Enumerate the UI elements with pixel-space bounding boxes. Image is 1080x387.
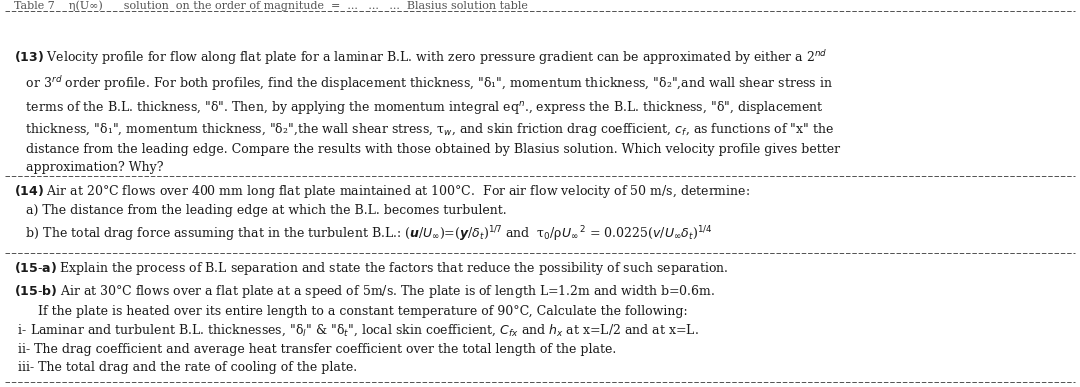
Text: $\mathbf{(15\text{-}a)}$ Explain the process of B.L separation and state the fac: $\mathbf{(15\text{-}a)}$ Explain the pro… [14, 260, 728, 374]
Text: Table 7    η(U∞)      solution  on the order of magnitude  =  ...   ...   ...  B: Table 7 η(U∞) solution on the order of m… [14, 1, 528, 11]
Text: $\mathbf{(14)}$ Air at 20°C flows over 400 mm long flat plate maintained at 100°: $\mathbf{(14)}$ Air at 20°C flows over 4… [14, 183, 751, 244]
Text: $\mathbf{(13)}$ Velocity profile for flow along flat plate for a laminar B.L. wi: $\mathbf{(13)}$ Velocity profile for flo… [14, 48, 840, 174]
